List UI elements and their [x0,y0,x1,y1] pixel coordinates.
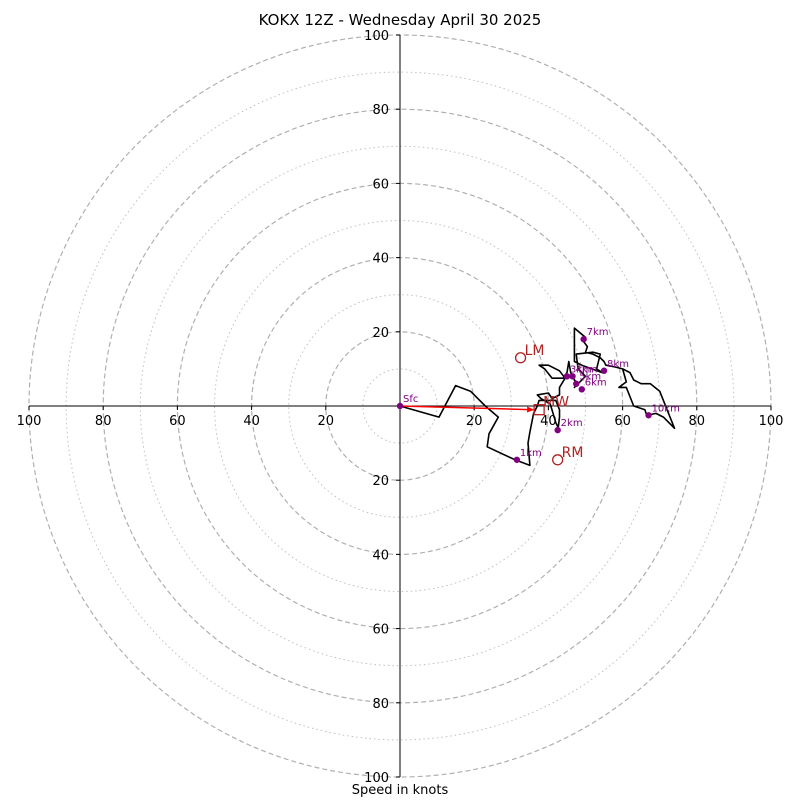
storm-motion-marker-MW [533,404,545,416]
tick-labels: 100 80 60 40 20 20 40 60 80 100 100 80 60 40 20 20 40 60 8… [17,29,784,786]
x-axis-label: Speed in knots [351,783,449,798]
height-marker-1km [513,456,521,463]
y-tick-label: 100 [364,771,389,786]
height-marker-6km [578,386,585,393]
height-label-4km: 4km [576,364,598,375]
x-tick-label: 60 [614,414,631,429]
y-tick-label: 60 [372,623,389,638]
height-label-Sfc: Sfc [403,394,418,405]
x-tick-label: 40 [243,414,260,429]
storm-motion-label-RM: RM [562,445,584,461]
storm-motion-label-LM: LM [525,343,545,359]
height-marker-7km [580,336,587,343]
storm-motion-marker-LM [514,352,527,364]
x-tick-label: 40 [540,414,557,429]
profile-line [399,327,676,467]
y-tick-label: 40 [372,252,389,267]
height-label-3km: 3km [570,364,592,375]
shear-vector [399,405,535,413]
height-marker-3km [563,373,571,380]
height-label-10km: 10km [652,403,680,414]
y-tick-label: 60 [372,177,389,192]
y-tick-label: 80 [372,103,389,118]
storm-motion-label-MW: MW [543,395,569,411]
y-tick-label: 80 [372,697,389,712]
x-tick-label: 20 [466,414,483,429]
storm-motion-marker-RM [552,454,564,466]
storm-motion-markers: LM MW RM [514,343,584,466]
height-label-2km: 2km [561,418,583,429]
height-label-7km: 7km [587,327,609,338]
x-tick-label: 100 [17,414,42,429]
height-label-8km: 8km [607,359,629,370]
shear-arrow [399,405,535,413]
chart-title: KOKX 12Z - Wednesday April 30 2025 [258,11,542,29]
height-marker-8km [600,367,608,374]
x-tick-label: 80 [689,414,706,429]
height-label-5km: 5km [579,372,601,383]
height-marker-2km [554,426,561,434]
height-label-6km: 6km [585,377,607,388]
x-tick-label: 60 [169,414,186,429]
y-tick-label: 100 [364,29,389,44]
y-tick-label: 40 [372,548,389,563]
y-tick-label: 20 [372,326,389,341]
height-marker-10km [645,412,652,419]
height-marker-5km [573,380,580,387]
height-label-1km: 1km [520,448,542,459]
height-marker-4km [569,373,576,380]
x-tick-label: 100 [759,414,784,429]
x-tick-label: 80 [95,414,112,429]
height-marker-Sfc [396,402,404,410]
x-tick-label: 20 [318,414,335,429]
wind-profile [399,327,676,467]
y-tick-label: 20 [372,474,389,489]
